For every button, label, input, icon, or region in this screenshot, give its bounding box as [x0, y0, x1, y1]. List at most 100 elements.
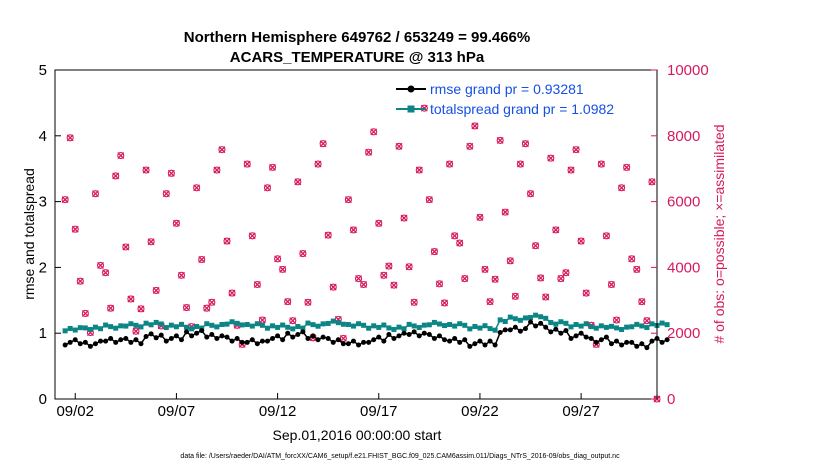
totalspread-point — [204, 321, 210, 327]
rmse-point — [442, 337, 448, 343]
obs-assimilated-marker — [365, 148, 373, 156]
totalspread-point — [452, 323, 458, 329]
ticks-layer: 0 1 2 3 4 5 0 2000 4000 6000 8000 10000 09/02 09/07 09… — [39, 62, 709, 420]
totalspread-point — [502, 318, 508, 324]
obs-assimilated-marker — [218, 146, 226, 154]
obs-possible-marker — [577, 237, 585, 245]
obs-point — [425, 196, 433, 204]
obs-point — [360, 280, 368, 289]
rmse-point — [259, 338, 265, 344]
obs-point — [501, 208, 509, 216]
obs-point — [623, 163, 631, 171]
obs-possible-marker — [446, 160, 454, 168]
totalspread-point — [103, 322, 109, 328]
totalspread-point — [396, 324, 402, 330]
obs-possible-marker — [294, 178, 302, 186]
totalspread-point — [92, 324, 98, 330]
obs-possible-marker — [633, 265, 641, 273]
y-right-tick-label: 6000 — [667, 194, 700, 211]
obs-assimilated-marker — [294, 178, 302, 186]
obs-assimilated-marker — [628, 255, 636, 263]
totalspread-point — [497, 317, 503, 323]
y-axis-right-label: # of obs: o=possible; ×=assimilated — [711, 124, 727, 343]
obs-possible-marker — [349, 226, 358, 234]
obs-assimilated-marker — [223, 237, 231, 245]
obs-possible-marker — [152, 286, 160, 294]
rmse-point — [593, 339, 599, 345]
totalspread-point — [98, 326, 104, 332]
rmse-point — [517, 328, 523, 334]
obs-assimilated-marker — [274, 255, 282, 263]
totalspread-point — [608, 323, 614, 329]
obs-assimilated-marker — [395, 142, 403, 150]
obs-assimilated-marker — [97, 261, 104, 269]
totalspread-point — [249, 323, 255, 329]
obs-assimilated-marker — [258, 316, 266, 324]
rmse-point — [280, 337, 286, 343]
obs-assimilated-marker — [638, 298, 646, 306]
rmse-point — [497, 330, 503, 336]
rmse-point — [249, 337, 255, 343]
rmse-point — [401, 330, 407, 336]
rmse-point — [583, 334, 589, 340]
obs-point — [112, 172, 120, 180]
obs-possible-marker — [182, 303, 191, 312]
obs-assimilated-marker — [633, 265, 641, 273]
obs-point — [228, 289, 236, 297]
obs-possible-marker — [623, 163, 631, 171]
totalspread-point — [345, 322, 351, 328]
obs-possible-marker — [597, 160, 605, 168]
totalspread-point — [82, 325, 88, 331]
totalspread-point — [391, 327, 397, 333]
totalspread-point — [588, 324, 594, 330]
rmse-point — [614, 338, 620, 344]
footnote: data file: /Users/raeder/DAI/ATM_forcXX/… — [180, 453, 620, 460]
rmse-point — [194, 330, 200, 336]
obs-possible-marker — [385, 262, 393, 270]
rmse-point — [244, 339, 250, 345]
obs-possible-marker — [547, 154, 555, 162]
obs-possible-marker — [354, 275, 363, 283]
totalspread-point — [614, 325, 620, 331]
obs-point — [542, 293, 550, 301]
obs-point — [243, 160, 251, 168]
legend: rmse grand pr = 0.93281 totalspread gran… — [396, 81, 614, 117]
rmse-point — [178, 337, 184, 343]
totalspread-point — [163, 325, 169, 331]
obs-assimilated-marker — [567, 166, 575, 174]
totalspread-point — [472, 323, 478, 329]
rmse-point — [426, 332, 432, 338]
obs-assimilated-marker — [597, 160, 605, 168]
totalspread-point — [310, 322, 316, 328]
totalspread-point — [416, 325, 422, 331]
rmse-point — [644, 345, 650, 351]
totalspread-point — [219, 322, 225, 328]
rmse-point — [300, 329, 306, 335]
rmse-point — [482, 342, 488, 348]
totalspread-point — [305, 320, 311, 326]
obs-assimilated-marker — [430, 248, 438, 256]
obs-assimilated-marker — [248, 232, 256, 240]
obs-assimilated-marker — [314, 160, 322, 168]
obs-point — [380, 271, 388, 279]
obs-point — [562, 269, 570, 277]
obs-assimilated-marker — [501, 208, 509, 216]
obs-possible-marker — [501, 208, 509, 216]
totalspread-point — [158, 321, 164, 327]
obs-point — [253, 280, 261, 289]
obs-assimilated-marker — [608, 281, 615, 288]
totalspread-point — [371, 323, 377, 329]
obs-assimilated-marker — [350, 226, 357, 234]
obs-point — [61, 196, 69, 204]
obs-assimilated-marker — [446, 160, 454, 168]
chart-title: Northern Hemisphere 649762 / 653249 = 99… — [184, 29, 530, 46]
obs-point — [643, 317, 651, 325]
rmse-point — [538, 320, 544, 326]
obs-point — [142, 166, 150, 174]
obs-point — [557, 275, 565, 283]
totalspread-point — [421, 322, 427, 328]
rmse-point — [295, 332, 301, 338]
rmse-point — [340, 341, 346, 347]
obs-point — [258, 316, 266, 324]
